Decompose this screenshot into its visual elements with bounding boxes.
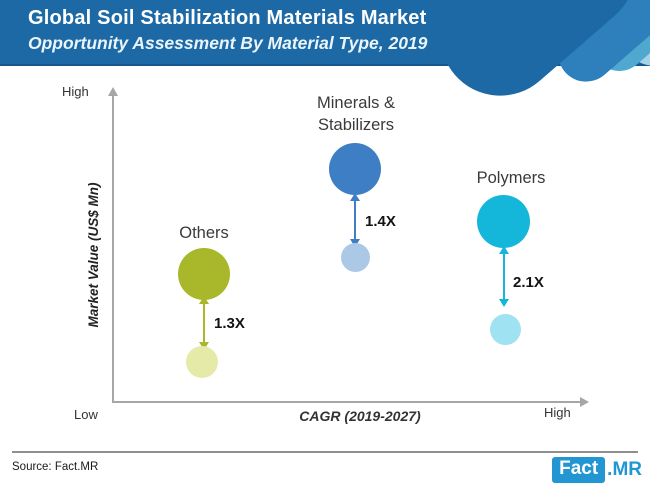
bubble-small-others (186, 346, 218, 378)
group-label: Others (179, 224, 229, 242)
report-subtitle: Opportunity Assessment By Material Type,… (28, 33, 428, 53)
x-axis-title: CAGR (2019-2027) (299, 408, 421, 424)
x-axis-arrow-icon (580, 397, 589, 407)
growth-arrow-icon (499, 246, 509, 307)
y-axis-arrow-icon (108, 87, 118, 96)
x-axis-line (112, 401, 582, 403)
bubble-large-others (178, 248, 230, 300)
logo-fact-box: Fact (552, 457, 606, 483)
origin-low-label: Low (74, 407, 98, 422)
y-axis-line (112, 95, 114, 402)
growth-multiplier: 1.3X (214, 315, 245, 332)
footer-divider (12, 451, 638, 453)
growth-multiplier: 1.4X (365, 213, 396, 230)
report-title: Global Soil Stabilization Materials Mark… (28, 7, 427, 29)
group-label: Minerals & Stabilizers (317, 94, 395, 134)
growth-multiplier: 2.1X (513, 274, 544, 291)
bubble-large-polymers (477, 195, 530, 248)
bubble-small-minerals (341, 243, 370, 272)
bubble-large-minerals (329, 143, 381, 195)
group-label: Polymers (476, 169, 546, 187)
x-axis-high-label: High (544, 405, 571, 420)
logo-mr-text: .MR (607, 459, 642, 480)
bubble-small-polymers (490, 314, 521, 345)
source-text: Source: Fact.MR (12, 461, 99, 473)
factmr-logo: Fact .MR (552, 457, 642, 483)
y-axis-high-label: High (62, 84, 89, 99)
